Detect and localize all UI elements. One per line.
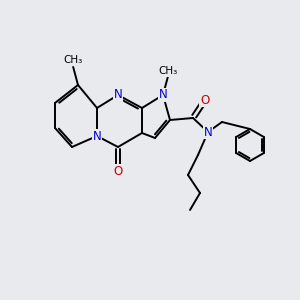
Text: O: O [200,94,210,106]
Text: O: O [113,165,123,178]
Text: CH₃: CH₃ [158,66,178,76]
Text: N: N [93,130,101,142]
Text: N: N [114,88,122,101]
Text: N: N [204,125,212,139]
Text: CH₃: CH₃ [63,55,82,65]
Text: N: N [159,88,167,101]
